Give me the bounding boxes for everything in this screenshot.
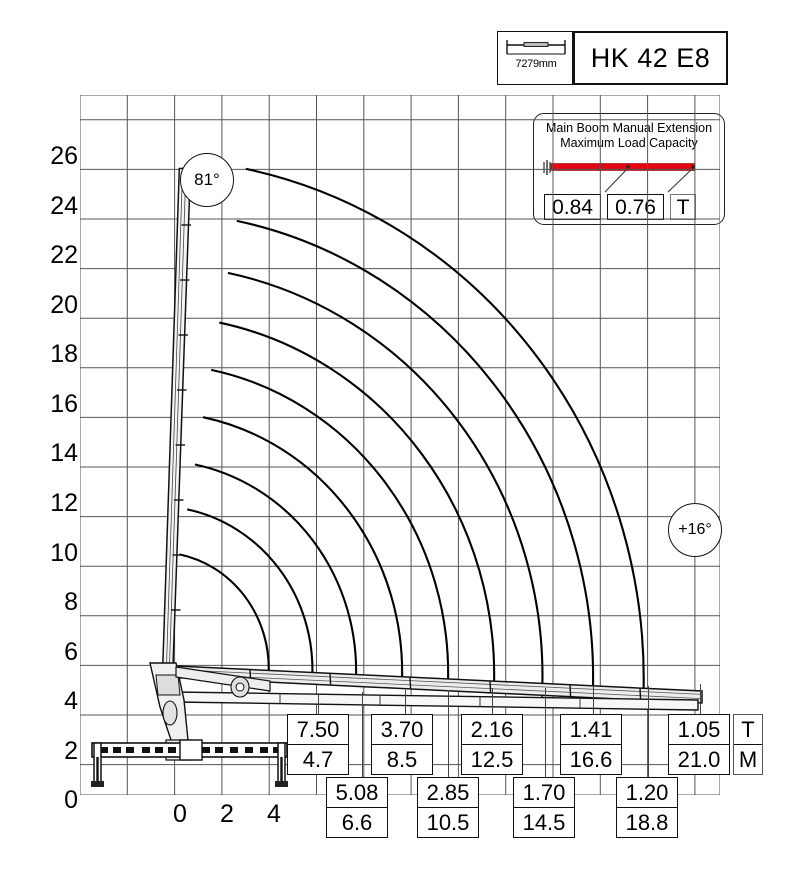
load-chart-plot	[80, 95, 720, 795]
callout-units-box: T M	[733, 714, 763, 775]
x-tick-4: 4	[267, 800, 281, 828]
legend-unit: T	[670, 194, 696, 220]
unit-metres: M	[738, 747, 758, 772]
y-tick-8: 8	[64, 588, 78, 616]
x-tick-2: 2	[220, 800, 234, 828]
callout-load: 1.05	[669, 715, 729, 745]
y-tick-2: 2	[64, 737, 78, 765]
leader-line	[405, 690, 406, 715]
x-tick-0: 0	[173, 800, 187, 828]
callout-lower-0: 5.08 6.6	[326, 777, 388, 838]
callout-reach: 16.6	[569, 747, 613, 772]
y-tick-16: 16	[50, 390, 78, 418]
callout-lower-2: 1.70 14.5	[513, 777, 575, 838]
y-tick-24: 24	[50, 192, 78, 220]
leader-line	[700, 684, 701, 715]
callout-upper-2: 2.16 12.5	[461, 714, 523, 775]
outrigger-span-icon	[506, 40, 566, 55]
callout-reach: 12.5	[470, 747, 514, 772]
leader-line	[648, 686, 649, 778]
callout-reach: 10.5	[426, 810, 470, 835]
y-tick-6: 6	[64, 638, 78, 666]
callout-load: 1.41	[561, 715, 621, 745]
y-tick-4: 4	[64, 687, 78, 715]
leader-line	[492, 688, 493, 715]
truck-chassis	[91, 739, 288, 787]
legend-title-line1: Main Boom Manual Extension	[545, 121, 713, 135]
chart-svg	[80, 95, 720, 795]
leader-line	[362, 692, 363, 778]
callout-load: 2.85	[418, 778, 478, 808]
outrigger-dimension-box: 7279mm	[497, 31, 573, 85]
y-tick-22: 22	[50, 241, 78, 269]
y-tick-18: 18	[50, 340, 78, 368]
callout-load: 5.08	[327, 778, 387, 808]
y-tick-20: 20	[50, 291, 78, 319]
callout-upper-0: 7.50 4.7	[287, 714, 349, 775]
boom-max-angle	[162, 167, 192, 667]
callout-lower-3: 1.20 18.8	[616, 777, 678, 838]
y-tick-0: 0	[64, 786, 78, 814]
leader-line	[318, 695, 319, 715]
angle-callout-min: +16°	[668, 503, 722, 557]
legend-title-line2: Maximum Load Capacity	[560, 136, 698, 150]
callout-load: 1.20	[617, 778, 677, 808]
callout-load: 3.70	[372, 715, 432, 745]
model-title: HK 42 E8	[590, 42, 711, 73]
model-title-box: HK 42 E8	[573, 31, 728, 85]
outrigger-dimension-label: 7279mm	[515, 58, 557, 70]
callout-load: 1.70	[514, 778, 574, 808]
callout-upper-1: 3.70 8.5	[371, 714, 433, 775]
angle-callout-max: 81°	[180, 153, 234, 207]
callout-lower-1: 2.85 10.5	[417, 777, 479, 838]
callout-reach: 18.8	[625, 810, 669, 835]
legend-value-1: 0.76	[607, 194, 664, 220]
callout-reach: 8.5	[386, 747, 418, 772]
callout-load: 7.50	[288, 715, 348, 745]
unit-tonnes: T	[734, 715, 762, 745]
callout-load: 2.16	[462, 715, 522, 745]
leader-line	[545, 688, 546, 778]
y-tick-14: 14	[50, 439, 78, 467]
leader-line	[593, 686, 594, 715]
leader-line	[448, 690, 449, 778]
callout-reach: 21.0	[677, 747, 721, 772]
y-tick-12: 12	[50, 489, 78, 517]
boom-extension-bar-icon	[543, 160, 696, 193]
callout-reach: 6.6	[341, 810, 373, 835]
capacity-arcs	[179, 167, 645, 707]
y-tick-26: 26	[50, 142, 78, 170]
callout-reach: 14.5	[522, 810, 566, 835]
callout-reach: 4.7	[302, 747, 334, 772]
y-tick-10: 10	[50, 539, 78, 567]
callout-upper-3: 1.41 16.6	[560, 714, 622, 775]
callout-upper-4: 1.05 21.0	[668, 714, 730, 775]
